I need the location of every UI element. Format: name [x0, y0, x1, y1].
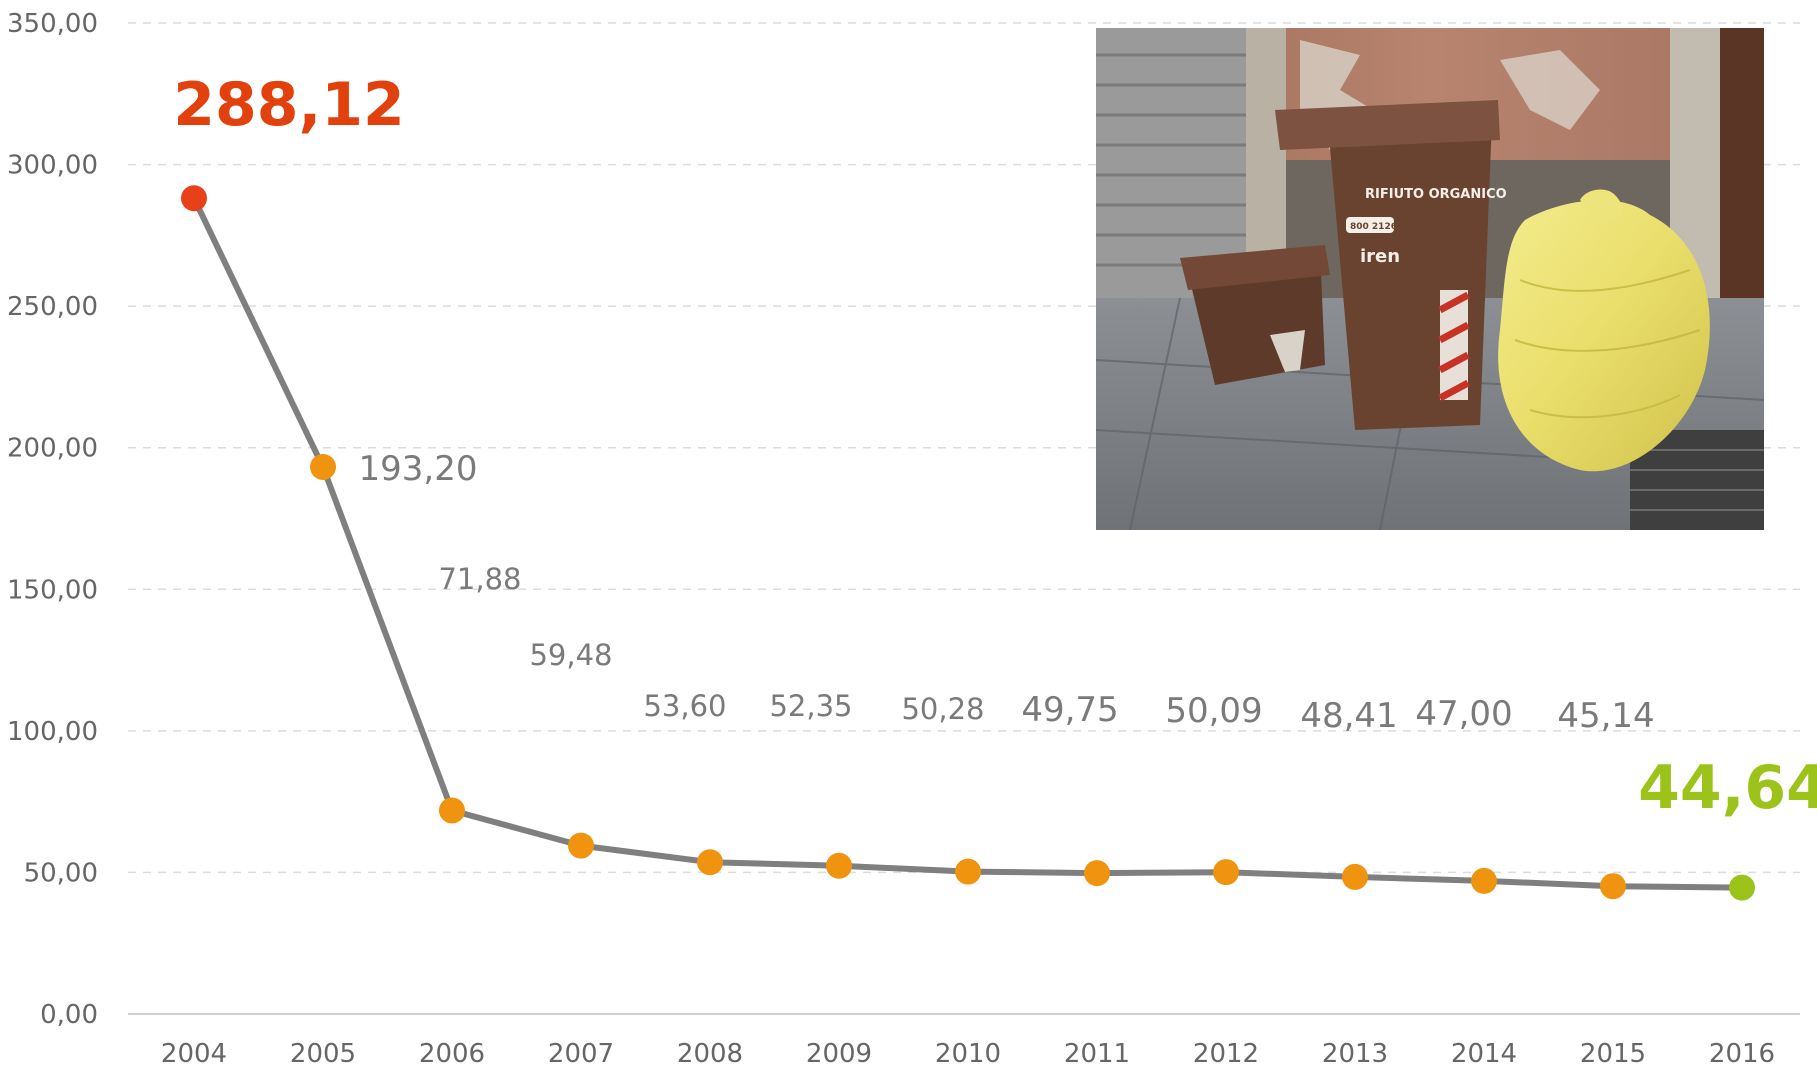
y-tick-label: 50,00: [24, 858, 98, 888]
data-label: 45,14: [1557, 696, 1654, 736]
data-point: [181, 185, 207, 212]
data-label: 53,60: [643, 689, 726, 723]
data-point: [826, 852, 852, 879]
y-axis-tick-labels: 0,00 50,00 100,00 150,00 200,00 250,00 300,00 3…: [7, 9, 98, 1030]
data-label: 48,41: [1300, 696, 1397, 736]
waste-bins-photo: RIFIUTO ORGANICO 800 212607 iren: [1096, 28, 1764, 530]
y-tick-label: 250,00: [7, 292, 98, 322]
y-tick-label: 150,00: [7, 575, 98, 605]
data-label: 288,12: [173, 70, 405, 140]
bin-brand: iren: [1360, 246, 1400, 267]
x-tick-label: 2009: [806, 1039, 872, 1068]
data-point: [310, 453, 336, 480]
x-tick-label: 2006: [419, 1039, 485, 1068]
data-label: 49,75: [1021, 690, 1118, 730]
x-tick-label: 2011: [1064, 1039, 1130, 1068]
data-points: [181, 185, 1755, 901]
data-point: [1729, 874, 1755, 901]
x-tick-label: 2013: [1322, 1039, 1388, 1068]
data-label: 44,64: [1638, 753, 1817, 823]
bin-phone: 800 212607: [1350, 222, 1410, 232]
x-tick-label: 2010: [935, 1039, 1001, 1068]
bin-text: RIFIUTO ORGANICO: [1365, 187, 1507, 202]
data-point: [1342, 863, 1368, 890]
data-point: [568, 832, 594, 859]
data-label: 50,09: [1165, 691, 1262, 731]
grid: [128, 22, 1800, 1015]
y-tick-label: 200,00: [7, 434, 98, 464]
x-tick-label: 2008: [677, 1039, 743, 1068]
data-label: 71,88: [438, 562, 521, 596]
y-tick-label: 350,00: [7, 9, 98, 39]
x-tick-label: 2007: [548, 1039, 614, 1068]
data-point: [1084, 860, 1110, 887]
data-label: 193,20: [359, 449, 478, 489]
x-tick-label: 2012: [1193, 1039, 1259, 1068]
data-label: 47,00: [1415, 694, 1512, 734]
y-tick-label: 300,00: [7, 151, 98, 181]
y-tick-label: 0,00: [40, 1000, 98, 1030]
data-point: [1600, 873, 1626, 900]
x-tick-label: 2015: [1580, 1039, 1646, 1068]
data-point: [955, 858, 981, 885]
data-label: 59,48: [529, 638, 612, 672]
data-point: [1213, 859, 1239, 886]
x-tick-label: 2014: [1451, 1039, 1517, 1068]
y-tick-label: 100,00: [7, 717, 98, 747]
data-labels: 288,12 193,20 71,88 59,48 53,60 52,35 50,28 49,…: [173, 70, 1817, 823]
data-point: [439, 797, 465, 824]
data-label: 50,28: [901, 692, 984, 726]
data-point: [697, 849, 723, 876]
x-tick-label: 2005: [290, 1039, 356, 1068]
x-tick-label: 2004: [161, 1039, 227, 1068]
data-label: 52,35: [769, 689, 852, 723]
x-tick-label: 2016: [1709, 1039, 1775, 1068]
x-axis-tick-labels: 2004 2005 2006 2007 2008 2009 2010 2011 2012 2013…: [161, 1039, 1775, 1068]
data-point: [1471, 867, 1497, 894]
